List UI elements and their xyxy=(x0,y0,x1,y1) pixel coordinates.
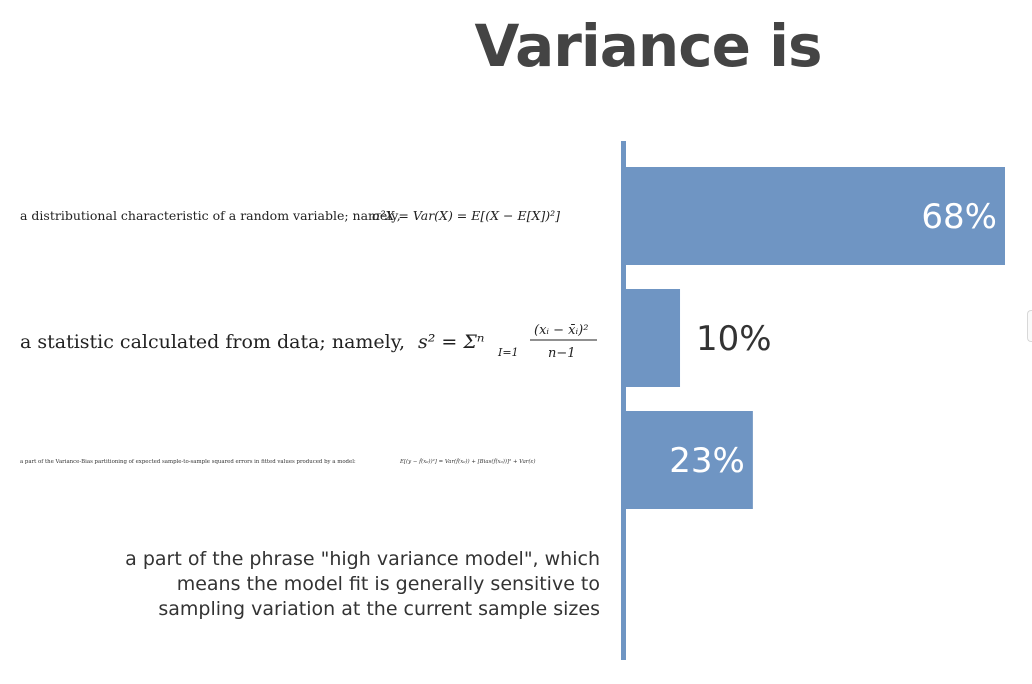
bar-1 xyxy=(624,167,1005,265)
bar-3 xyxy=(624,411,753,509)
bars xyxy=(624,167,1005,509)
category-label-2-math-index: I=1 xyxy=(497,346,519,359)
category-label-4-line-1: a part of the phrase "high variance mode… xyxy=(125,548,600,570)
category-label-4: a part of the phrase "high variance mode… xyxy=(125,548,600,620)
category-label-4-line-2: means the model fit is generally sensiti… xyxy=(177,573,600,595)
value-label-2: 10% xyxy=(696,319,772,359)
category-label-4-line-3: sampling variation at the current sample… xyxy=(158,598,600,620)
category-label-2-text: a statistic calculated from data; namely… xyxy=(20,331,405,353)
value-labels: 68% 10% 23% xyxy=(669,197,997,481)
category-label-2-math-numerator: (xᵢ − x̄ᵢ)² xyxy=(534,323,588,338)
value-label-3: 23% xyxy=(669,441,745,481)
category-label-1-text: a distributional characteristic of a ran… xyxy=(20,208,401,223)
page-title: Variance is xyxy=(474,12,822,80)
category-label-2: a statistic calculated from data; namely… xyxy=(20,323,597,361)
category-label-3-math: E[(y − f̂(x₀))²] = Var(f̂(x₀)) + [Bias(f… xyxy=(399,458,535,465)
category-label-2-math-lhs: s² = Σⁿ xyxy=(418,331,485,353)
bar-2 xyxy=(624,289,681,387)
category-label-1: a distributional characteristic of a ran… xyxy=(20,208,560,223)
category-label-3-text: a part of the Variance-Bias partitioning… xyxy=(20,459,356,465)
scroll-edge-handle[interactable] xyxy=(1027,310,1032,342)
value-label-1: 68% xyxy=(921,197,997,237)
y-axis-line xyxy=(621,141,626,660)
category-label-2-math-denominator: n−1 xyxy=(548,346,576,361)
category-label-1-math: σ²X = Var(X) = E[(X − E[X])²] xyxy=(372,208,560,223)
category-label-3: a part of the Variance-Bias partitioning… xyxy=(20,458,535,465)
